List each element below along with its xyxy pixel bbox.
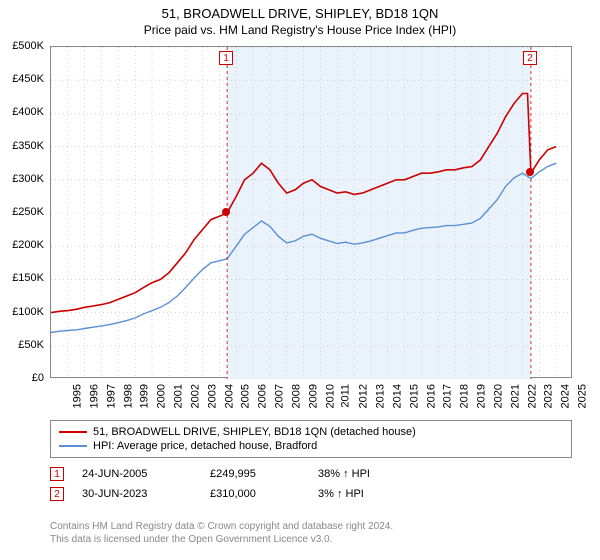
x-tick-label: 2002 bbox=[189, 384, 201, 408]
y-tick-label: £400K bbox=[0, 106, 44, 118]
sale-row-marker: 1 bbox=[50, 467, 64, 481]
y-tick-label: £350K bbox=[0, 140, 44, 152]
chart-title: 51, BROADWELL DRIVE, SHIPLEY, BD18 1QN bbox=[0, 0, 600, 21]
legend: 51, BROADWELL DRIVE, SHIPLEY, BD18 1QN (… bbox=[50, 420, 572, 458]
x-tick-label: 2003 bbox=[206, 384, 218, 408]
x-tick-label: 2019 bbox=[476, 384, 488, 408]
y-tick-label: £500K bbox=[0, 40, 44, 52]
footnote: Contains HM Land Registry data © Crown c… bbox=[50, 520, 393, 546]
sale-marker-box: 2 bbox=[523, 51, 537, 65]
footnote-line-1: Contains HM Land Registry data © Crown c… bbox=[50, 520, 393, 533]
x-tick-label: 2016 bbox=[425, 384, 437, 408]
sale-date: 24-JUN-2005 bbox=[82, 468, 192, 480]
sale-price: £249,995 bbox=[210, 468, 300, 480]
x-tick-label: 1995 bbox=[71, 384, 83, 408]
sale-dot bbox=[526, 168, 534, 176]
x-tick-label: 2001 bbox=[173, 384, 185, 408]
y-tick-label: £0 bbox=[0, 372, 44, 384]
x-tick-label: 2011 bbox=[340, 384, 352, 408]
x-tick-label: 2005 bbox=[240, 384, 252, 408]
legend-item: 51, BROADWELL DRIVE, SHIPLEY, BD18 1QN (… bbox=[59, 425, 563, 439]
chart-subtitle: Price paid vs. HM Land Registry's House … bbox=[0, 21, 600, 41]
y-tick-label: £250K bbox=[0, 206, 44, 218]
plot-area bbox=[50, 46, 572, 378]
y-tick-label: £200K bbox=[0, 239, 44, 251]
x-tick-label: 2012 bbox=[358, 384, 370, 408]
sale-row-marker: 2 bbox=[50, 487, 64, 501]
y-tick-label: £150K bbox=[0, 272, 44, 284]
y-tick-label: £100K bbox=[0, 306, 44, 318]
x-tick-label: 2025 bbox=[577, 384, 589, 408]
legend-swatch bbox=[59, 445, 87, 447]
chart-svg bbox=[51, 47, 573, 379]
x-tick-label: 2021 bbox=[509, 384, 521, 408]
sales-table: 1 24-JUN-2005 £249,995 38% ↑ HPI 2 30-JUN-202… bbox=[50, 464, 398, 504]
x-tick-label: 2020 bbox=[492, 384, 504, 408]
x-tick-label: 2009 bbox=[307, 384, 319, 408]
x-tick-label: 2000 bbox=[156, 384, 168, 408]
x-tick-label: 2007 bbox=[274, 384, 286, 408]
x-tick-label: 1998 bbox=[122, 384, 134, 408]
sale-diff: 3% ↑ HPI bbox=[318, 488, 398, 500]
sale-dot bbox=[222, 208, 230, 216]
x-tick-label: 2008 bbox=[290, 384, 302, 408]
x-tick-label: 2013 bbox=[375, 384, 387, 408]
x-tick-label: 2018 bbox=[459, 384, 471, 408]
x-tick-label: 1997 bbox=[105, 384, 117, 408]
footnote-line-2: This data is licensed under the Open Gov… bbox=[50, 533, 393, 546]
x-tick-label: 2014 bbox=[391, 384, 403, 408]
y-tick-label: £450K bbox=[0, 73, 44, 85]
x-tick-label: 2024 bbox=[560, 384, 572, 408]
sale-date: 30-JUN-2023 bbox=[82, 488, 192, 500]
x-tick-label: 1996 bbox=[88, 384, 100, 408]
legend-label: 51, BROADWELL DRIVE, SHIPLEY, BD18 1QN (… bbox=[93, 426, 416, 438]
x-tick-label: 2015 bbox=[408, 384, 420, 408]
x-tick-label: 2010 bbox=[324, 384, 336, 408]
x-tick-label: 2006 bbox=[257, 384, 269, 408]
legend-swatch bbox=[59, 431, 87, 433]
sale-price: £310,000 bbox=[210, 488, 300, 500]
y-tick-label: £50K bbox=[0, 339, 44, 351]
sale-diff: 38% ↑ HPI bbox=[318, 468, 398, 480]
sale-marker-box: 1 bbox=[219, 51, 233, 65]
chart-container: 51, BROADWELL DRIVE, SHIPLEY, BD18 1QN P… bbox=[0, 0, 600, 560]
y-tick-label: £300K bbox=[0, 173, 44, 185]
x-tick-label: 2017 bbox=[442, 384, 454, 408]
x-tick-label: 2023 bbox=[543, 384, 555, 408]
sale-row: 2 30-JUN-2023 £310,000 3% ↑ HPI bbox=[50, 484, 398, 504]
legend-item: HPI: Average price, detached house, Brad… bbox=[59, 439, 563, 453]
x-tick-label: 2022 bbox=[526, 384, 538, 408]
x-tick-label: 1999 bbox=[139, 384, 151, 408]
sale-row: 1 24-JUN-2005 £249,995 38% ↑ HPI bbox=[50, 464, 398, 484]
legend-label: HPI: Average price, detached house, Brad… bbox=[93, 440, 317, 452]
x-tick-label: 2004 bbox=[223, 384, 235, 408]
